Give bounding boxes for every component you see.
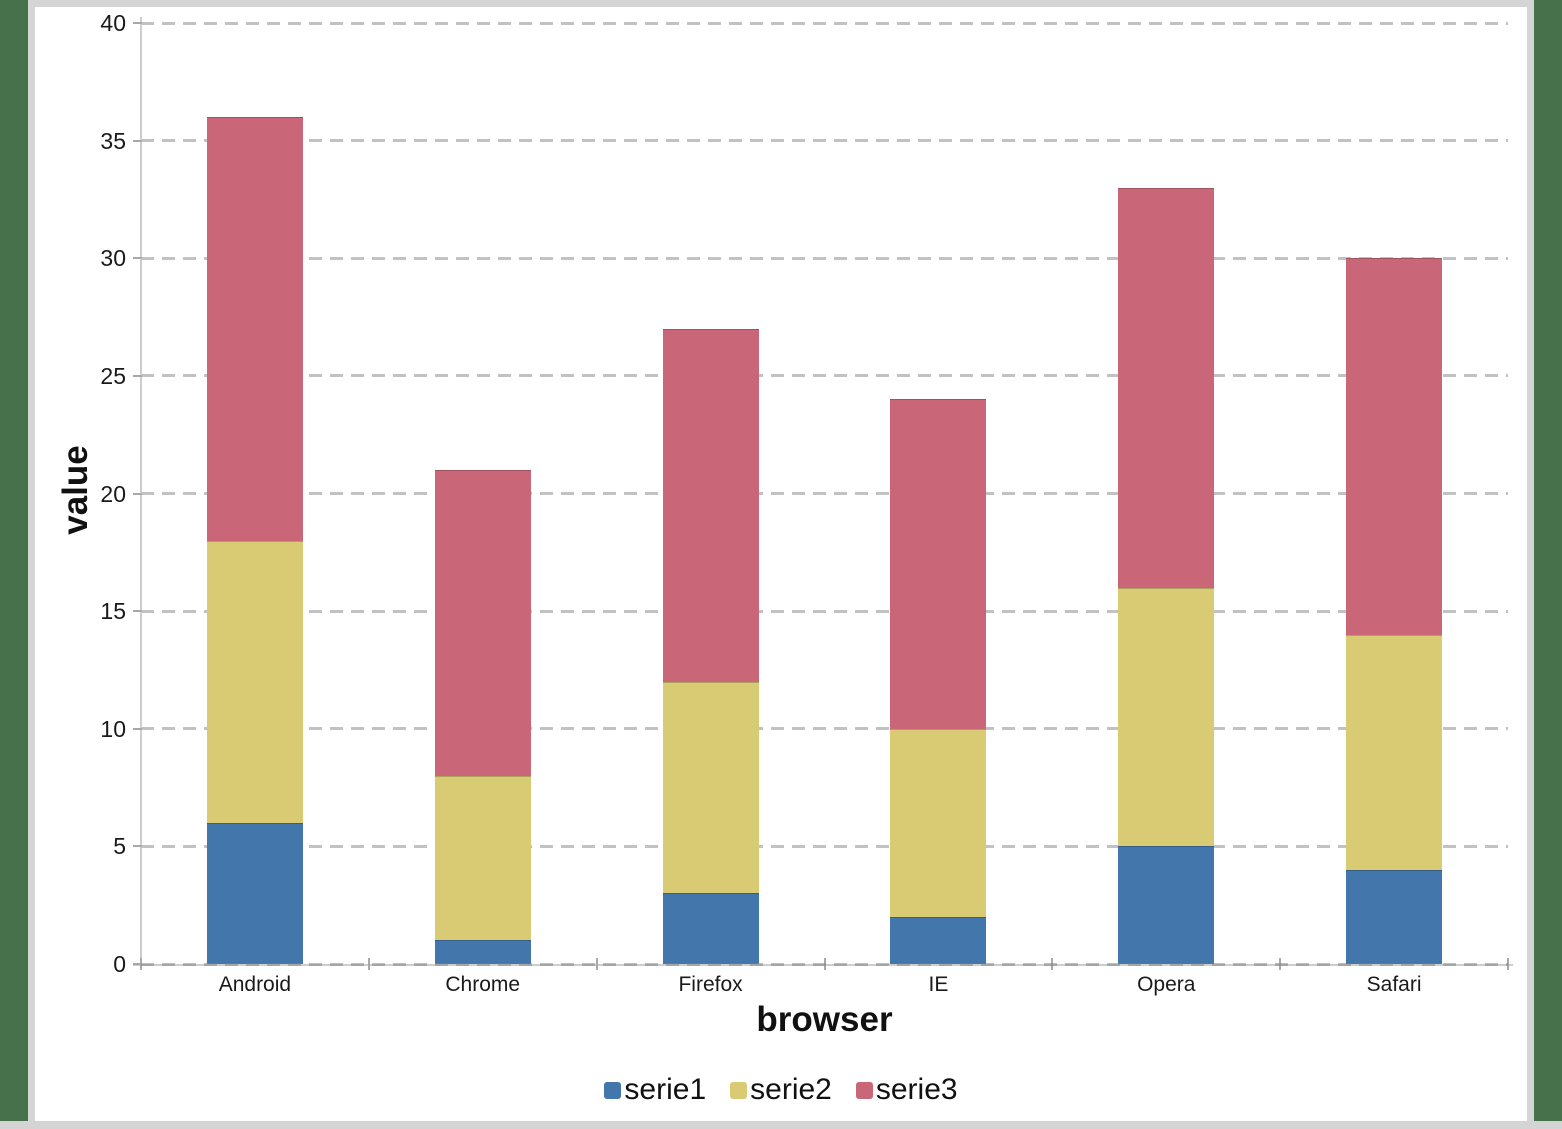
y-axis-tick-label-25: 25 xyxy=(100,362,126,389)
legend-item-serie1[interactable]: serie1 xyxy=(604,1073,706,1107)
category-label-firefox: Firefox xyxy=(678,973,743,996)
bar-segment-serie3-firefox xyxy=(662,328,759,682)
bar-segment-serie1-safari xyxy=(1346,869,1443,964)
y-axis-tick-5 xyxy=(133,845,142,848)
bar-segment-serie3-chrome xyxy=(434,469,531,776)
category-label-safari: Safari xyxy=(1366,973,1422,996)
category-label-opera: Opera xyxy=(1137,973,1196,996)
bar-segment-serie3-ie xyxy=(890,399,987,729)
y-axis-tick-label-10: 10 xyxy=(100,715,126,742)
y-axis-tick-0 xyxy=(133,963,142,965)
bar-segment-serie2-chrome xyxy=(434,775,531,941)
bar-segment-serie2-firefox xyxy=(662,681,759,894)
y-axis-tick-20 xyxy=(133,492,142,495)
bar-segment-serie1-ie xyxy=(890,916,987,964)
legend-item-serie2[interactable]: serie2 xyxy=(730,1073,832,1107)
bar-segment-serie1-android xyxy=(206,822,303,964)
y-axis-tick-15 xyxy=(133,610,142,613)
stacked-bar-chart: 0 5 10 15 20 25 30 35 40 Android Chrome Firefox IE Op… xyxy=(35,7,1527,1122)
y-axis-tick-label-15: 15 xyxy=(100,598,126,625)
y-axis-tick-35 xyxy=(133,139,142,142)
bar-segment-serie2-android xyxy=(206,540,303,823)
bar-segment-serie1-firefox xyxy=(662,893,759,964)
y-axis-tick-label-40: 40 xyxy=(100,10,126,36)
y-axis-tick-40 xyxy=(133,22,142,24)
bar-segment-serie2-ie xyxy=(890,728,987,917)
legend-label-serie3: serie3 xyxy=(875,1073,958,1106)
gridline-20 xyxy=(141,492,1508,495)
gridline-40 xyxy=(141,21,1508,25)
bar-segment-serie3-android xyxy=(206,117,303,541)
gridline-5 xyxy=(141,844,1508,848)
legend-label-serie1: serie1 xyxy=(624,1073,707,1106)
gridline-25 xyxy=(141,374,1508,378)
bar-segment-serie3-opera xyxy=(1118,187,1215,588)
bar-segment-serie1-chrome xyxy=(434,940,531,964)
y-axis-title: value xyxy=(56,445,95,535)
category-label-android: Android xyxy=(218,973,292,996)
gridline-15 xyxy=(141,609,1508,613)
gridline-35 xyxy=(141,139,1508,143)
y-axis-tick-label-0: 0 xyxy=(113,951,126,977)
gridline-30 xyxy=(141,256,1508,260)
y-axis-tick-10 xyxy=(133,727,142,730)
bar-segment-serie1-opera xyxy=(1118,846,1215,964)
bar-segment-serie2-opera xyxy=(1118,587,1215,847)
chart-panel: 0 5 10 15 20 25 30 35 40 Android Chrome Firefox IE Op… xyxy=(28,0,1534,1122)
y-axis-tick-label-30: 30 xyxy=(100,245,126,272)
y-axis-tick-label-35: 35 xyxy=(100,127,126,154)
y-axis-tick-label-5: 5 xyxy=(113,833,126,860)
category-label-chrome: Chrome xyxy=(445,973,521,996)
y-axis-tick-label-20: 20 xyxy=(100,480,126,507)
category-label-ie: IE xyxy=(928,973,949,996)
legend: serie1 serie2 serie3 xyxy=(35,1073,1527,1107)
x-axis-tick-6 xyxy=(1507,958,1509,970)
bar-segment-serie3-safari xyxy=(1346,258,1443,635)
y-axis-tick-25 xyxy=(133,374,142,377)
y-axis-line xyxy=(140,17,142,965)
legend-swatch-serie2 xyxy=(730,1081,748,1099)
legend-item-serie3[interactable]: serie3 xyxy=(855,1073,958,1107)
legend-swatch-serie3 xyxy=(855,1081,873,1099)
bar-segment-serie2-safari xyxy=(1346,634,1443,870)
legend-label-serie2: serie2 xyxy=(750,1073,832,1106)
y-axis-tick-30 xyxy=(133,257,142,260)
horizontal-scrollbar[interactable] xyxy=(0,1121,1562,1129)
gridline-0 xyxy=(141,962,1508,966)
gridline-10 xyxy=(141,727,1508,731)
legend-swatch-serie1 xyxy=(604,1081,622,1099)
x-axis-title: browser xyxy=(756,1000,893,1039)
